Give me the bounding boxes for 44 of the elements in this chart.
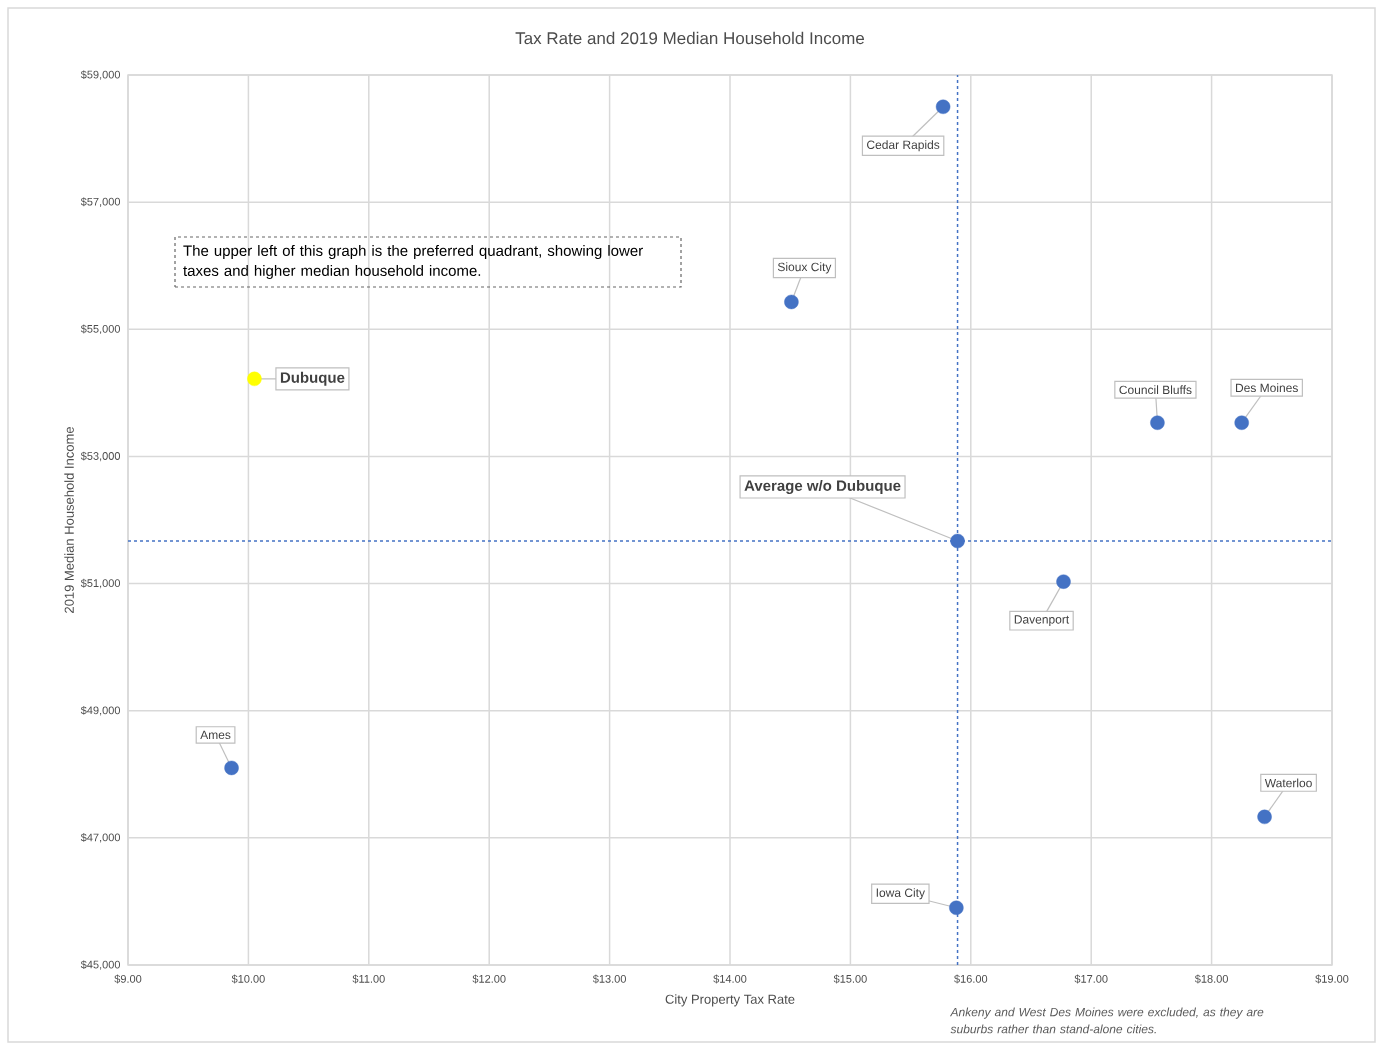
annotation: Waterloo <box>1264 778 1312 788</box>
annotation: The upper left of this graph is the preferred quadrant, showing lower taxes and higher median household income. <box>183 245 643 279</box>
point <box>1056 574 1071 589</box>
y-tick-label: $49,000 <box>80 705 121 716</box>
x-tick-label: $15.00 <box>833 974 867 984</box>
x-tick-label: $12.00 <box>472 974 506 984</box>
point <box>949 900 964 915</box>
x-tick-label: $16.00 <box>954 974 988 984</box>
point <box>950 533 965 549</box>
y-tick-label: $59,000 <box>80 70 121 80</box>
x-tick-label: $19.00 <box>1315 974 1349 984</box>
y-tick-label: $55,000 <box>80 324 121 335</box>
annotation: Cedar Rapids <box>867 140 940 152</box>
x-tick-label: $9.00 <box>114 974 142 984</box>
x-tick-label: $13.00 <box>592 974 626 984</box>
point <box>224 760 239 776</box>
x-tick-label: $17.00 <box>1074 974 1108 984</box>
y-tick-label: $45,000 <box>80 960 121 970</box>
annotation: Dubuque <box>280 371 345 386</box>
x-tick-label: $14.00 <box>713 974 747 984</box>
annotation: Des Moines <box>1236 383 1298 393</box>
annotation: Iowa City <box>876 888 925 900</box>
point <box>1150 415 1165 430</box>
annotation: Sioux City <box>777 262 832 274</box>
point <box>247 371 262 387</box>
point <box>784 294 799 310</box>
y-tick-label: $47,000 <box>80 833 121 843</box>
x-axis-title: City Property Tax Rate <box>665 994 795 1007</box>
x-tick-label: $11.00 <box>352 974 385 984</box>
x-tick-label: $10.00 <box>231 974 265 984</box>
point <box>1234 415 1249 430</box>
chart-title: Tax Rate and 2019 Median Household Income <box>515 31 865 45</box>
text: Ankeny and West Des Moines were excluded, as they are suburbs rather than stand-alone cities. <box>949 1007 1264 1034</box>
point <box>935 99 951 114</box>
annotation: Council Bluffs <box>1119 385 1192 395</box>
annotation: Ames <box>200 730 231 740</box>
x-tick-label: $18.00 <box>1194 974 1228 984</box>
y-axis-title: 2019 Median Household Income <box>64 427 74 613</box>
y-tick-label: $57,000 <box>80 197 121 207</box>
y-tick-label: $51,000 <box>80 578 121 589</box>
annotation: Davenport <box>1014 615 1070 627</box>
y-tick-label: $53,000 <box>80 451 121 462</box>
annotation: Average w/o Dubuque <box>744 479 901 494</box>
point <box>1257 809 1272 825</box>
